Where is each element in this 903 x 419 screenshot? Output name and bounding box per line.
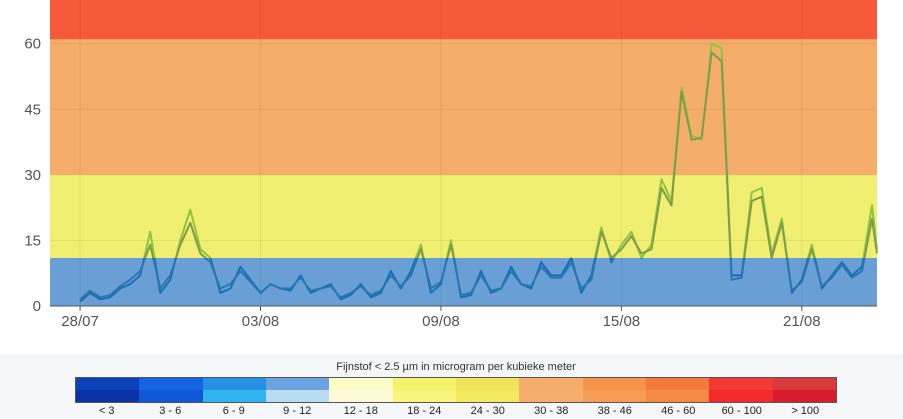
legend-swatch-11	[772, 378, 836, 402]
threshold-bands	[50, 0, 877, 306]
legend-swatch-7	[519, 378, 583, 402]
y-tick-label-0: 0	[33, 298, 41, 315]
x-tick-label-3: 15/08	[603, 313, 641, 330]
band-2	[50, 39, 877, 175]
band-1	[50, 174, 877, 258]
band-0	[50, 257, 877, 306]
legend-label-5: 18 - 24	[407, 405, 442, 417]
legend-label-8: 38 - 46	[597, 405, 632, 417]
x-tick-label-0: 28/07	[61, 313, 99, 330]
legend-swatch-6	[455, 378, 520, 402]
legend-label-0: < 3	[98, 405, 115, 417]
y-tick-label-3: 45	[24, 101, 41, 118]
legend-swatch-3	[265, 378, 330, 402]
legend-label-7: 30 - 38	[534, 405, 569, 417]
legend-label-3: 9 - 12	[283, 405, 312, 417]
axes: 0 15 30 45 60 28/07 03/08 09/08 15/08 21/08	[24, 36, 877, 330]
legend-swatch-1	[139, 378, 203, 402]
x-tick-label-2: 09/08	[422, 313, 460, 330]
y-tick-label-4: 60	[24, 36, 41, 53]
x-tick-label-1: 03/08	[242, 313, 280, 330]
legend-label-2: 6 - 9	[222, 405, 245, 417]
legend-swatch-9	[645, 378, 710, 402]
legend-swatch-5	[392, 378, 456, 402]
legend-swatch-10	[709, 378, 773, 402]
y-tick-label-1: 15	[24, 232, 41, 249]
y-tick-label-2: 30	[24, 167, 41, 184]
legend-label-4: 12 - 18	[343, 405, 378, 417]
legend-label-1: 3 - 6	[159, 405, 182, 417]
legend-swatch-2	[202, 378, 266, 402]
legend-swatch-0	[76, 378, 140, 402]
legend-label-6: 24 - 30	[470, 405, 505, 417]
legend-swatch-8	[582, 378, 646, 402]
legend-labels: < 3 3 - 6 6 - 9 9 - 12 12 - 18 18 - 24 24 - 30…	[75, 405, 837, 417]
legend-swatch-4	[329, 378, 393, 402]
legend-color-bar	[75, 377, 837, 403]
series-line-1	[79, 51, 878, 301]
legend-label-11: > 100	[791, 405, 820, 417]
legend-label-10: 60 - 100	[721, 405, 762, 417]
legend-title: Fijnstof < 2.5 µm in microgram per kubie…	[336, 361, 576, 373]
legend-label-9: 46 - 60	[661, 405, 696, 417]
band-3	[50, 0, 877, 40]
series-lines	[79, 42, 878, 303]
x-tick-label-4: 21/08	[783, 313, 821, 330]
